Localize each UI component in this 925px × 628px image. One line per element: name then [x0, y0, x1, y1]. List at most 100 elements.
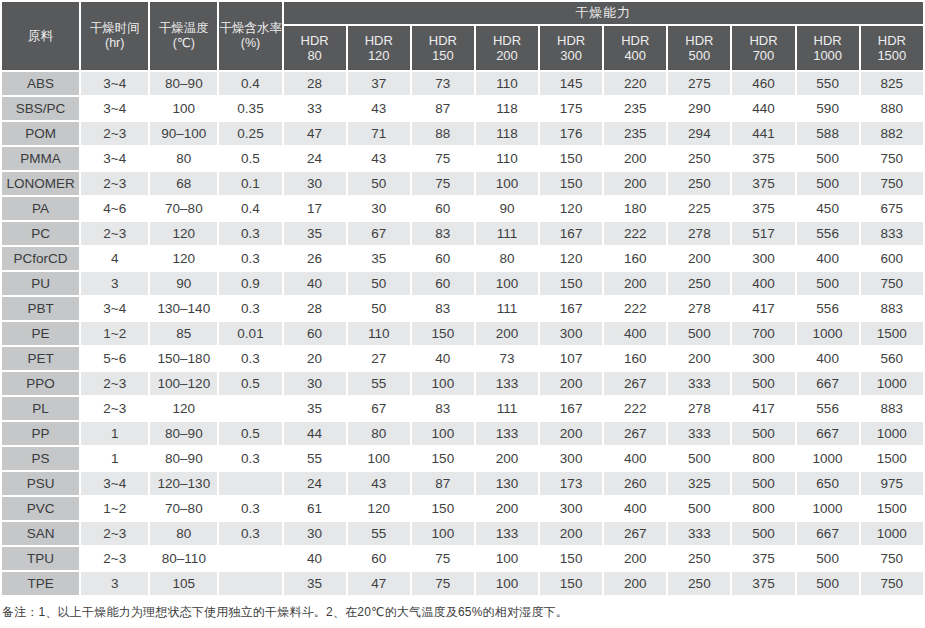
material-cell: PP [2, 422, 79, 445]
capacity-cell: 400 [604, 322, 666, 345]
material-cell: SBS/PC [2, 97, 79, 120]
capacity-cell: 100 [476, 547, 538, 570]
capacity-cell: 375 [732, 572, 794, 595]
capacity-cell: 60 [412, 247, 474, 270]
capacity-cell: 60 [412, 272, 474, 295]
capacity-cell: 880 [861, 97, 923, 120]
capacity-cell: 20 [284, 347, 346, 370]
capacity-cell: 300 [540, 322, 602, 345]
table-row-PC: PC2~31200.3356783111167222278517556833 [2, 222, 923, 245]
moisture-cell: 0.5 [219, 147, 281, 170]
table-row-PS: PS180–900.355100150200300400500800100015… [2, 447, 923, 470]
material-cell: PPO [2, 372, 79, 395]
col-header-material: 原料 [2, 2, 79, 70]
table-row-ABS: ABS3~480–900.428377311014522027546055082… [2, 72, 923, 95]
capacity-cell: 375 [732, 197, 794, 220]
capacity-cell: 90 [476, 197, 538, 220]
capacity-cell: 50 [348, 172, 410, 195]
temp-cell: 130–140 [150, 297, 217, 320]
moisture-cell: 0.01 [219, 322, 281, 345]
capacity-cell: 75 [412, 572, 474, 595]
capacity-cell: 37 [348, 72, 410, 95]
hdr-series-name: HDR [540, 33, 602, 48]
capacity-cell: 17 [284, 197, 346, 220]
time-cell: 2~3 [81, 372, 148, 395]
capacity-cell: 200 [476, 322, 538, 345]
time-cell: 2~3 [81, 222, 148, 245]
capacity-cell: 975 [861, 472, 923, 495]
capacity-cell: 833 [861, 222, 923, 245]
table-row-PBT: PBT3~4130–1400.3285083111167222278417556… [2, 297, 923, 320]
capacity-cell: 750 [861, 547, 923, 570]
capacity-cell: 80 [348, 422, 410, 445]
col-header-moisture-unit: (%) [219, 36, 281, 51]
capacity-cell: 440 [732, 97, 794, 120]
capacity-cell: 75 [412, 147, 474, 170]
material-cell: PL [2, 397, 79, 420]
capacity-cell: 55 [348, 372, 410, 395]
capacity-cell: 800 [732, 497, 794, 520]
capacity-cell: 500 [732, 372, 794, 395]
capacity-cell: 400 [797, 247, 859, 270]
capacity-cell: 150 [412, 497, 474, 520]
capacity-cell: 333 [668, 422, 730, 445]
capacity-cell: 300 [732, 347, 794, 370]
capacity-cell: 460 [732, 72, 794, 95]
capacity-cell: 200 [476, 497, 538, 520]
table-row-TPE: TPE3105354775100150200250375500750 [2, 572, 923, 595]
material-cell: PMMA [2, 147, 79, 170]
temp-cell: 80 [150, 147, 217, 170]
capacity-cell: 550 [797, 72, 859, 95]
moisture-cell: 0.3 [219, 447, 281, 470]
moisture-cell: 0.3 [219, 247, 281, 270]
time-cell: 3 [81, 272, 148, 295]
moisture-cell [219, 572, 281, 595]
material-cell: TPU [2, 547, 79, 570]
capacity-cell: 30 [348, 197, 410, 220]
capacity-cell: 883 [861, 397, 923, 420]
col-header-time: 干燥时间 (hr) [81, 2, 148, 70]
footnote: 备注：1、以上干燥能力为理想状态下使用独立的干燥料斗。2、在20℃的大气温度及6… [2, 604, 925, 621]
capacity-cell: 120 [540, 247, 602, 270]
capacity-cell: 30 [284, 522, 346, 545]
capacity-cell: 267 [604, 522, 666, 545]
table-row-PCforCD: PCforCD41200.326356080120160200300400600 [2, 247, 923, 270]
temp-cell: 100–120 [150, 372, 217, 395]
capacity-cell: 100 [412, 522, 474, 545]
capacity-cell: 450 [797, 197, 859, 220]
material-cell: LONOMER [2, 172, 79, 195]
col-header-hdr-120: HDR120 [348, 26, 410, 70]
capacity-cell: 600 [861, 247, 923, 270]
temp-cell: 80–90 [150, 72, 217, 95]
hdr-series-size: 400 [604, 48, 666, 63]
capacity-cell: 417 [732, 397, 794, 420]
moisture-cell: 0.25 [219, 122, 281, 145]
table-row-PL: PL2~3120356783111167222278417556883 [2, 397, 923, 420]
col-header-temp-unit: (℃) [150, 36, 217, 51]
capacity-cell: 235 [604, 97, 666, 120]
col-header-hdr-80: HDR80 [284, 26, 346, 70]
capacity-cell: 110 [476, 72, 538, 95]
capacity-cell: 200 [476, 447, 538, 470]
capacity-cell: 267 [604, 372, 666, 395]
capacity-cell: 1000 [861, 522, 923, 545]
col-header-hdr-1000: HDR1000 [797, 26, 859, 70]
capacity-cell: 87 [412, 472, 474, 495]
moisture-cell: 0.3 [219, 522, 281, 545]
capacity-cell: 150 [540, 172, 602, 195]
col-header-hdr-200: HDR200 [476, 26, 538, 70]
hdr-series-name: HDR [732, 33, 794, 48]
table-row-PVC: PVC1~270–800.361120150200300400500800100… [2, 497, 923, 520]
capacity-cell: 167 [540, 297, 602, 320]
capacity-cell: 100 [412, 372, 474, 395]
hdr-series-size: 1500 [861, 48, 923, 63]
temp-cell: 70–80 [150, 197, 217, 220]
material-cell: PET [2, 347, 79, 370]
capacity-cell: 250 [668, 572, 730, 595]
capacity-cell: 200 [540, 422, 602, 445]
table-row-PSU: PSU3~4120–130244387130173260325500650975 [2, 472, 923, 495]
hdr-series-name: HDR [604, 33, 666, 48]
capacity-cell: 500 [797, 272, 859, 295]
capacity-cell: 87 [412, 97, 474, 120]
temp-cell: 100 [150, 97, 217, 120]
